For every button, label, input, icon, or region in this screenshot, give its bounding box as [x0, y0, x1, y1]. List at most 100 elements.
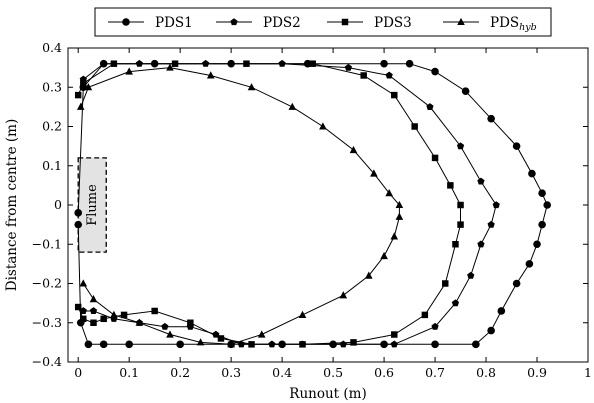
data-point	[477, 240, 485, 248]
data-point	[431, 322, 439, 330]
data-point	[125, 340, 133, 349]
data-point	[525, 260, 534, 268]
data-point	[497, 307, 506, 315]
data-point	[298, 310, 307, 318]
flume-annotation: Flume	[85, 184, 100, 226]
data-point	[370, 169, 378, 177]
y-axis-label: Distance from centre (m)	[4, 119, 20, 292]
data-point	[543, 201, 552, 209]
data-point	[288, 102, 297, 110]
data-point	[447, 182, 454, 189]
data-point	[477, 177, 485, 185]
data-point	[319, 122, 327, 130]
legend-marker-triangle	[443, 17, 479, 26]
data-point	[187, 319, 194, 326]
data-point	[89, 307, 98, 315]
data-point	[243, 60, 250, 67]
data-point	[344, 63, 353, 71]
x-tick-label: 0	[74, 365, 82, 380]
legend-marker-pentagon	[216, 18, 252, 26]
y-tick-label: −0.2	[32, 276, 62, 291]
legend-label-pdshyb: PDShyb	[490, 15, 537, 33]
series-0	[74, 59, 552, 349]
legend-item-pdshyb: PDShyb	[443, 15, 537, 33]
data-point	[84, 83, 93, 91]
x-tick-label: 0.3	[221, 365, 241, 380]
x-tick-label: 0.2	[170, 365, 190, 380]
x-tick-label: 0.6	[374, 365, 394, 380]
data-point	[350, 339, 357, 346]
flume-region	[77, 157, 107, 253]
data-point	[405, 59, 414, 68]
data-point	[426, 103, 434, 110]
series-3	[76, 63, 404, 348]
data-point	[528, 169, 536, 178]
data-point	[380, 251, 388, 260]
data-point	[533, 240, 541, 249]
y-tick-label: −0.4	[32, 354, 62, 369]
data-point	[411, 123, 418, 130]
axes-layer: 0 0.1 0.2 0.3 0.4 0.5 0.6 0.7 0.8 0.9 1 −0.4 −0.3 −0.…	[32, 40, 592, 380]
series-1	[79, 59, 500, 348]
data-point	[110, 310, 118, 318]
series-layer	[74, 59, 552, 349]
data-point	[349, 145, 358, 154]
data-point	[80, 315, 87, 323]
data-point	[100, 315, 107, 323]
data-point	[196, 338, 205, 346]
data-point	[125, 67, 133, 75]
data-point	[385, 189, 393, 197]
x-tick-label: 0.9	[527, 365, 547, 380]
data-point	[391, 331, 398, 338]
data-point	[74, 220, 82, 229]
data-point	[166, 63, 174, 71]
x-tick-label: 0.1	[119, 365, 139, 380]
legend-marker-shape	[457, 17, 465, 26]
data-point	[151, 307, 158, 315]
data-point	[79, 279, 88, 287]
legend-marker-square	[327, 18, 363, 26]
series-line-3	[80, 67, 400, 345]
legend-marker-shape	[122, 18, 130, 26]
data-point	[161, 322, 169, 330]
data-point	[339, 340, 347, 348]
y-tick-label: −0.3	[32, 315, 62, 330]
y-tick-label: 0	[54, 197, 62, 212]
data-point	[217, 335, 225, 342]
data-point	[512, 279, 521, 288]
data-point	[487, 114, 495, 123]
data-point	[390, 232, 399, 240]
data-point	[395, 200, 404, 209]
data-point	[257, 330, 266, 338]
data-point	[74, 303, 82, 311]
data-point	[472, 340, 480, 349]
data-point	[90, 319, 97, 326]
data-point	[457, 201, 464, 209]
data-point	[76, 102, 85, 110]
data-point	[74, 91, 82, 99]
legend-marker-circle	[108, 18, 144, 26]
y-tick-label: 0.1	[42, 158, 62, 173]
data-point	[84, 340, 93, 349]
y-tick-label: 0.3	[42, 79, 62, 94]
data-point	[360, 72, 367, 79]
data-point	[74, 209, 82, 217]
series-line-2	[77, 63, 461, 345]
data-point	[390, 340, 398, 348]
legend: PDS1 PDS2 PDS3 PDShyb	[94, 7, 552, 37]
data-point	[380, 59, 388, 68]
data-point	[487, 326, 495, 335]
legend-item-pds1: PDS1	[108, 15, 193, 31]
data-point	[227, 340, 235, 348]
series-2	[74, 60, 464, 348]
data-point	[395, 212, 404, 220]
legend-marker-shape	[341, 18, 349, 26]
data-point	[99, 340, 108, 349]
y-tick-label: 0.4	[42, 40, 62, 55]
data-point	[206, 71, 215, 79]
data-point	[456, 142, 465, 150]
data-point	[309, 60, 316, 67]
data-point	[538, 189, 546, 198]
data-point	[176, 340, 184, 349]
data-point	[487, 220, 495, 228]
